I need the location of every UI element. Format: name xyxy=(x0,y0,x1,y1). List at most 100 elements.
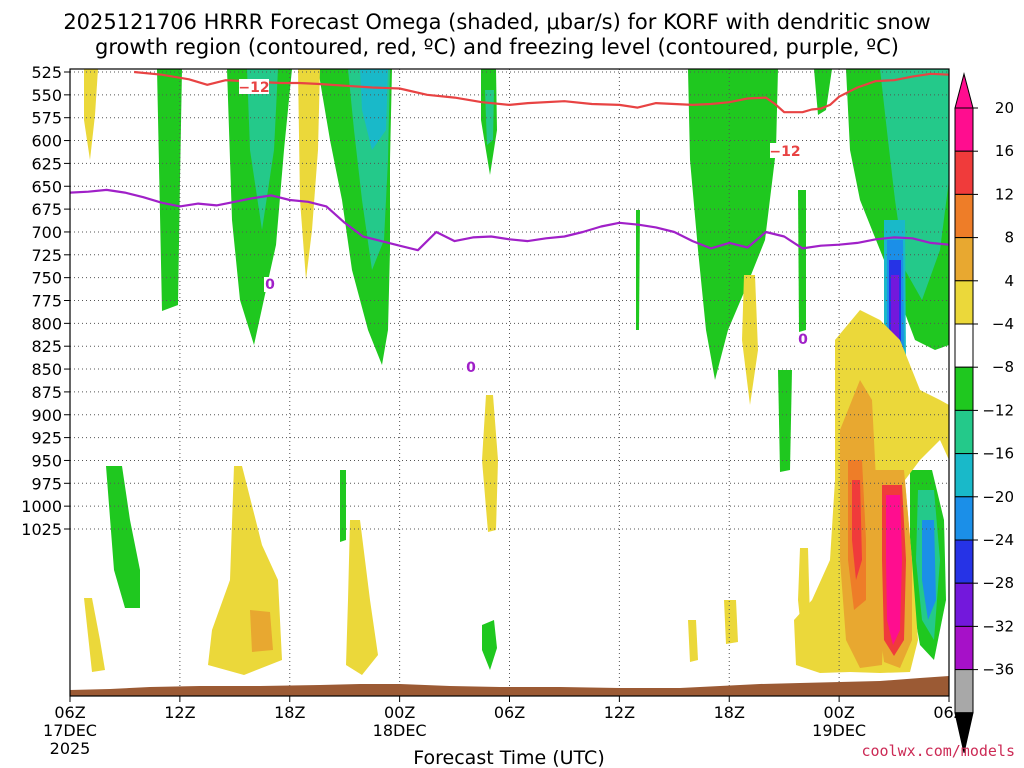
x-date-label: 19DEC xyxy=(812,721,866,740)
colorbar-label: 8 xyxy=(1004,229,1014,247)
omega-region xyxy=(84,69,98,160)
omega-region xyxy=(724,600,738,644)
omega-region xyxy=(106,466,140,608)
y-tick-label: 675 xyxy=(31,200,62,219)
x-tick-label: 00Z xyxy=(384,703,415,722)
chart-title-line-1: 2025121706 HRRR Forecast Omega (shaded, … xyxy=(63,10,930,34)
omega-region xyxy=(814,69,832,115)
omega-region xyxy=(84,598,105,672)
omega-region xyxy=(360,69,388,150)
colorbar-label: −24 xyxy=(982,531,1014,549)
y-tick-label: 525 xyxy=(31,63,62,82)
y-tick-label: 850 xyxy=(31,360,62,379)
omega-region xyxy=(886,495,902,645)
y-tick-label: 1025 xyxy=(21,520,62,539)
omega-region xyxy=(298,69,320,280)
x-date-label: 18DEC xyxy=(373,721,427,740)
omega-region xyxy=(157,69,182,311)
y-tick-label: 950 xyxy=(31,451,62,470)
y-tick-label: 625 xyxy=(31,154,62,173)
x-tick-label: 12Z xyxy=(164,703,195,722)
x-tick-label: 06Z xyxy=(494,703,525,722)
label-zero-first: 0 xyxy=(265,277,275,293)
y-tick-label: 600 xyxy=(31,132,62,151)
colorbar-label: 20 xyxy=(995,99,1014,117)
y-tick-label: 1000 xyxy=(21,497,62,516)
colorbar-label: −16 xyxy=(982,445,1014,463)
site-credit: coolwx.com/models xyxy=(861,742,1015,760)
y-tick-label: 650 xyxy=(31,177,62,196)
chart-title-line-2: growth region (contoured, red, ºC) and f… xyxy=(95,35,899,59)
colorbar-label: 16 xyxy=(995,142,1014,160)
y-tick-label: 575 xyxy=(31,109,62,128)
surface-terrain xyxy=(70,676,949,696)
y-tick-label: 775 xyxy=(31,292,62,311)
y-tick-label: 925 xyxy=(31,429,62,448)
y-tick-label: 825 xyxy=(31,337,62,356)
colorbar-label: −36 xyxy=(982,661,1014,679)
colorbar-swatch xyxy=(954,107,974,152)
colorbar: 20 16 12 8 4 −4 −8 −12 −16 −20 −24 −28 −32 −36 xyxy=(954,72,1014,753)
x-year-label: 2025 xyxy=(50,739,91,758)
omega-region xyxy=(688,69,778,380)
colorbar-swatch xyxy=(954,409,974,455)
omega-region xyxy=(798,190,806,332)
x-tick-label: 18Z xyxy=(274,703,305,722)
colorbar-swatch xyxy=(954,280,974,325)
omega-region xyxy=(482,620,497,670)
contour-lines xyxy=(70,70,949,252)
colorbar-swatch xyxy=(954,625,974,671)
x-date-label: 17DEC xyxy=(43,721,97,740)
x-tick-label: 12Z xyxy=(604,703,635,722)
omega-region xyxy=(482,395,498,532)
y-tick-label: 900 xyxy=(31,406,62,425)
contour-line xyxy=(70,188,949,252)
label-zero-third: 0 xyxy=(798,332,808,348)
label-minus12-first: −12 xyxy=(238,80,269,96)
x-tick-label: 18Z xyxy=(714,703,745,722)
omega-region xyxy=(346,520,378,675)
label-zero-second: 0 xyxy=(466,360,476,376)
colorbar-label: −20 xyxy=(982,488,1014,506)
colorbar-label: 4 xyxy=(1004,272,1014,290)
omega-region xyxy=(250,610,273,652)
omega-region xyxy=(852,480,862,580)
x-tick-label: 00Z xyxy=(823,703,854,722)
colorbar-swatch xyxy=(954,669,974,714)
omega-region xyxy=(778,370,792,472)
x-axis-title: Forecast Time (UTC) xyxy=(413,747,604,768)
colorbar-label: 12 xyxy=(995,185,1014,203)
y-axis: 525 550 575 600 625 650 675 700 725 750 775 800 825 8… xyxy=(21,63,70,539)
y-tick-label: 800 xyxy=(31,314,62,333)
colorbar-swatch xyxy=(954,366,974,411)
colorbar-label: −32 xyxy=(982,617,1014,635)
y-tick-label: 700 xyxy=(31,223,62,242)
colorbar-label: −28 xyxy=(982,574,1014,592)
y-tick-label: 725 xyxy=(31,246,62,265)
omega-region xyxy=(688,620,698,662)
colorbar-label: −8 xyxy=(992,358,1014,376)
x-tick-label: 06Z xyxy=(54,703,85,722)
omega-region xyxy=(742,275,758,405)
colorbar-swatch xyxy=(954,453,974,498)
colorbar-swatch xyxy=(954,237,974,282)
colorbar-swatch xyxy=(954,496,974,541)
y-tick-label: 975 xyxy=(31,474,62,493)
colorbar-overflow-top xyxy=(954,72,974,109)
contour-line xyxy=(133,70,949,114)
contour-labels: −12 −12 0 0 0 xyxy=(238,79,809,376)
omega-region xyxy=(636,210,640,330)
y-tick-label: 550 xyxy=(31,86,62,105)
colorbar-swatch xyxy=(954,539,974,584)
colorbar-swatch xyxy=(954,582,974,627)
label-minus12-second: −12 xyxy=(769,144,800,160)
y-tick-label: 875 xyxy=(31,383,62,402)
colorbar-label: −4 xyxy=(992,315,1014,333)
omega-region xyxy=(340,470,346,542)
colorbar-swatch xyxy=(954,150,974,195)
colorbar-swatch xyxy=(954,323,974,368)
omega-region xyxy=(922,520,936,620)
y-tick-label: 750 xyxy=(31,269,62,288)
